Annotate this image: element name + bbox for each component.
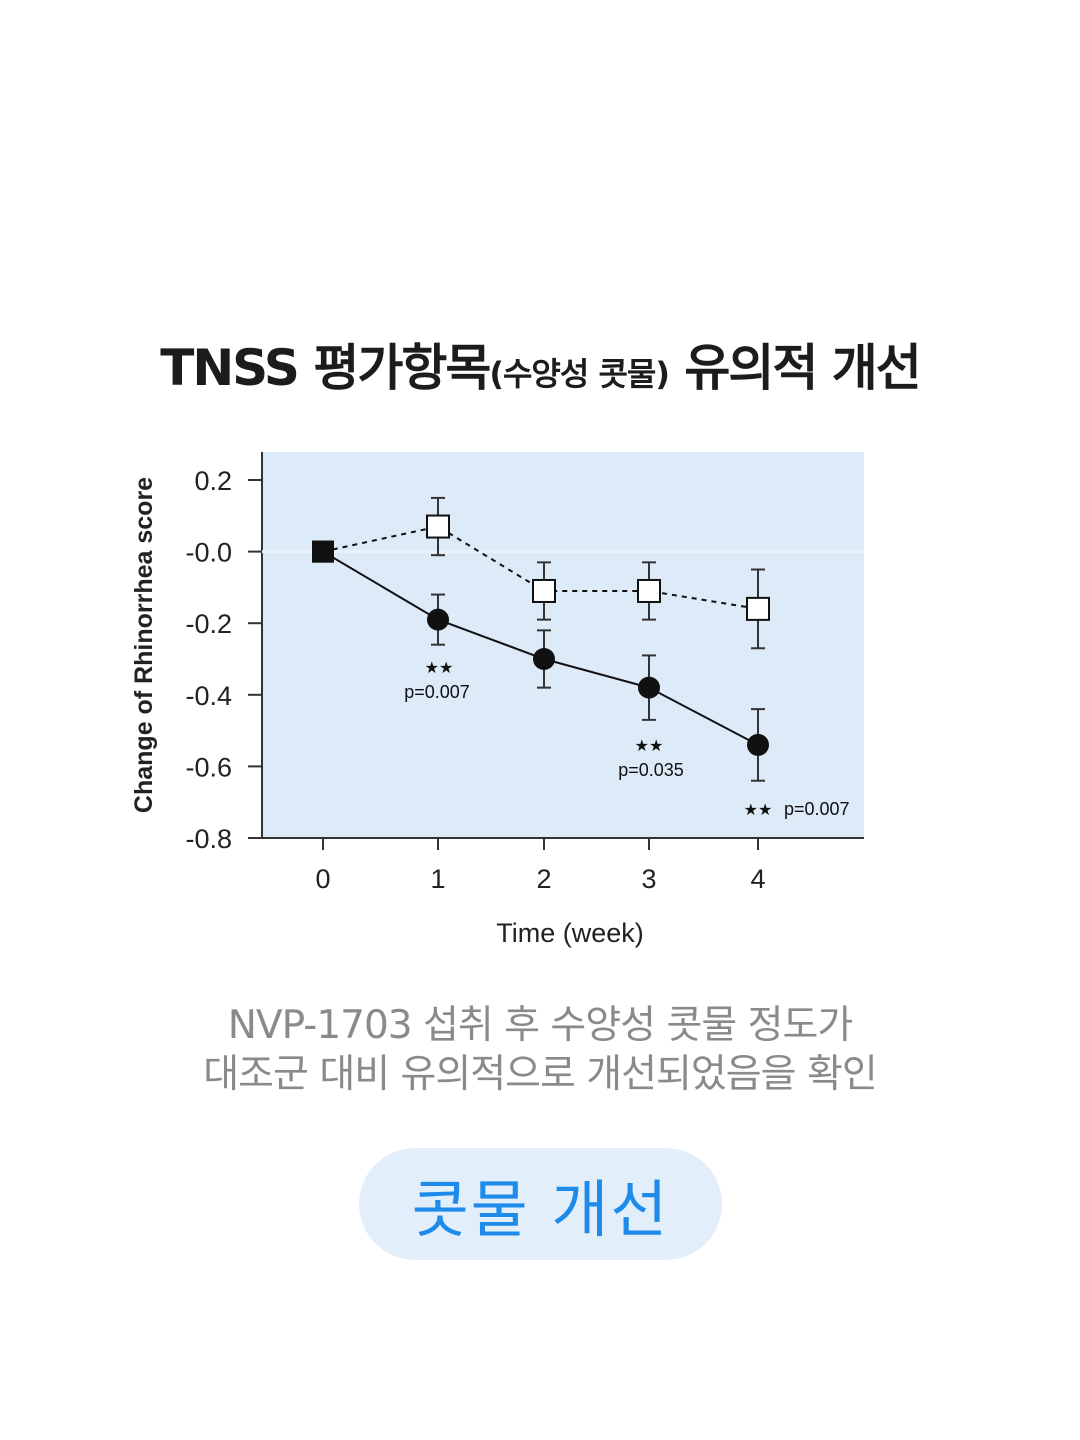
p-value-label: p=0.035 [618,760,684,780]
treatment-point [533,648,555,670]
placebo-point [426,514,450,539]
placebo-point [532,578,556,603]
title-main: TNSS 평가항목 [160,339,491,397]
title-tail: 유의적 개선 [668,339,921,397]
x-tick-label: 4 [750,864,765,894]
baseline-marker [312,540,334,563]
p-value-label: p=0.007 [784,799,850,819]
x-tick-label: 2 [536,864,551,894]
significance-stars: ★★ [744,800,773,819]
placebo-point [637,578,661,603]
rhinorrhea-chart: 0.2 -0.0 -0.2 -0.4 -0.6 -0.8 0 1 2 3 4 ★★ p=0.007 ★★… [130,452,864,948]
significance-stars: ★★ [425,658,454,677]
plot-background [262,452,864,838]
y-tick-label: -0.2 [185,609,232,639]
y-tick-label: -0.4 [185,681,232,711]
y-tick-label: 0.2 [194,466,232,496]
description-line-1: NVP-1703 섭취 후 수양성 콧물 정도가 [227,1003,854,1048]
x-tick-label: 0 [315,864,330,894]
rhinorrhea-improvement-badge: 콧물 개선 [359,1148,722,1260]
x-tick-label: 1 [430,864,445,894]
x-tick-label: 3 [641,864,656,894]
y-axis-label: Change of Rhinorrhea score [130,477,158,813]
title-paren: (수양성 콧물) [489,355,670,393]
p-value-label: p=0.007 [404,682,470,702]
y-tick-label: -0.0 [185,538,232,568]
description-line-2: 대조군 대비 유의적으로 개선되었음을 확인 [203,1052,877,1097]
significance-stars: ★★ [635,736,664,755]
treatment-point [638,676,660,699]
placebo-point [746,596,770,621]
y-tick-label: -0.8 [185,824,232,854]
treatment-point [747,733,769,756]
x-axis-label: Time (week) [496,918,644,948]
y-tick-label: -0.6 [185,752,232,782]
badge-label: 콧물 개선 [411,1173,670,1246]
treatment-point [427,608,449,631]
page-title: TNSS 평가항목(수양성 콧물) 유의적 개선 [0,328,1080,400]
